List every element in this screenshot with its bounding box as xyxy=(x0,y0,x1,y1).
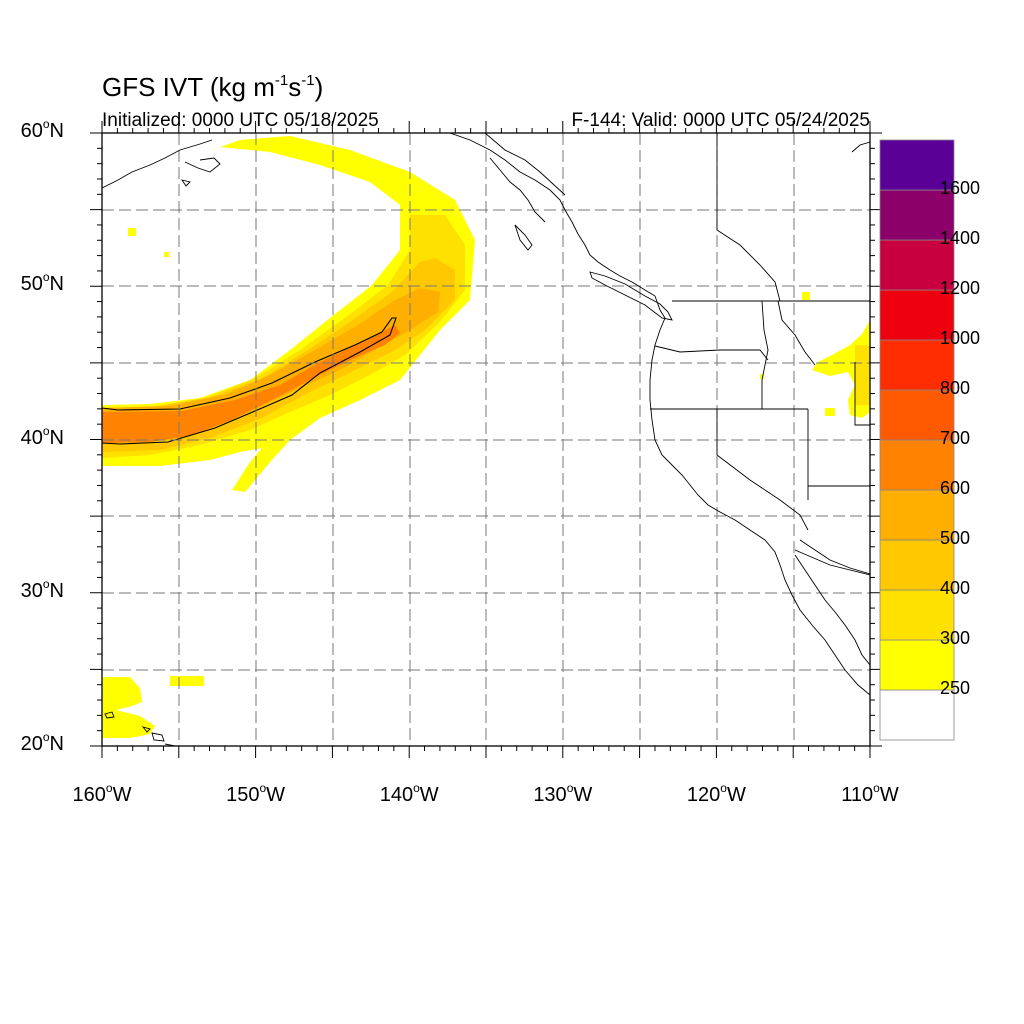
lon-label: 160oW xyxy=(72,781,132,806)
ivt-700-contour xyxy=(101,317,397,445)
lat-label: 40oN xyxy=(20,423,64,449)
coastlines xyxy=(102,133,870,746)
colorbar-label: 400 xyxy=(940,578,971,598)
colorbar-label: 1000 xyxy=(940,328,981,348)
colorbar-box xyxy=(879,139,955,191)
ivt-600-region xyxy=(102,325,400,443)
colorbar-box xyxy=(879,439,955,491)
lon-label: 140oW xyxy=(379,781,439,806)
political-boundaries xyxy=(484,133,870,576)
lat-label: 20oN xyxy=(20,730,64,755)
lat-label: 50oN xyxy=(20,270,64,296)
colorbar-label: 500 xyxy=(940,528,971,548)
lon-label: 150oW xyxy=(226,781,286,806)
colorbar-box xyxy=(879,589,955,641)
lon-label: 130oW xyxy=(533,781,593,806)
colorbar-box xyxy=(879,539,955,591)
colorbar-label: 600 xyxy=(940,478,971,498)
colorbar-box xyxy=(879,189,955,241)
colorbar-label: 700 xyxy=(940,428,971,448)
colorbar-box xyxy=(879,239,955,291)
ivt-250-patch xyxy=(170,676,204,686)
colorbar-box xyxy=(879,339,955,391)
colorbar xyxy=(879,139,955,741)
colorbar-box xyxy=(879,689,955,741)
colorbar-box xyxy=(879,389,955,441)
colorbar-box xyxy=(879,489,955,541)
lat-label: 60oN xyxy=(20,117,64,142)
colorbar-label: 250 xyxy=(940,678,971,698)
colorbar-label: 800 xyxy=(940,378,971,398)
lat-label: 30oN xyxy=(20,576,64,602)
colorbar-label: 1600 xyxy=(940,178,981,198)
map-title: GFS IVT (kg m-1s-1) xyxy=(102,72,324,102)
ivt-250-hawaii xyxy=(102,677,155,738)
lon-label: 120oW xyxy=(686,781,746,806)
colorbar-label: 1200 xyxy=(940,278,981,298)
ivt-500-region xyxy=(102,288,440,444)
ivt-shading xyxy=(102,136,870,738)
colorbar-label: 300 xyxy=(940,628,971,648)
colorbar-box xyxy=(879,289,955,341)
lon-label: 110oW xyxy=(841,781,899,806)
initialized-time: Initialized: 0000 UTC 05/18/2025 xyxy=(102,110,379,131)
valid-time: F-144: Valid: 0000 UTC 05/24/2025 xyxy=(571,110,870,131)
colorbar-label: 1400 xyxy=(940,228,981,248)
